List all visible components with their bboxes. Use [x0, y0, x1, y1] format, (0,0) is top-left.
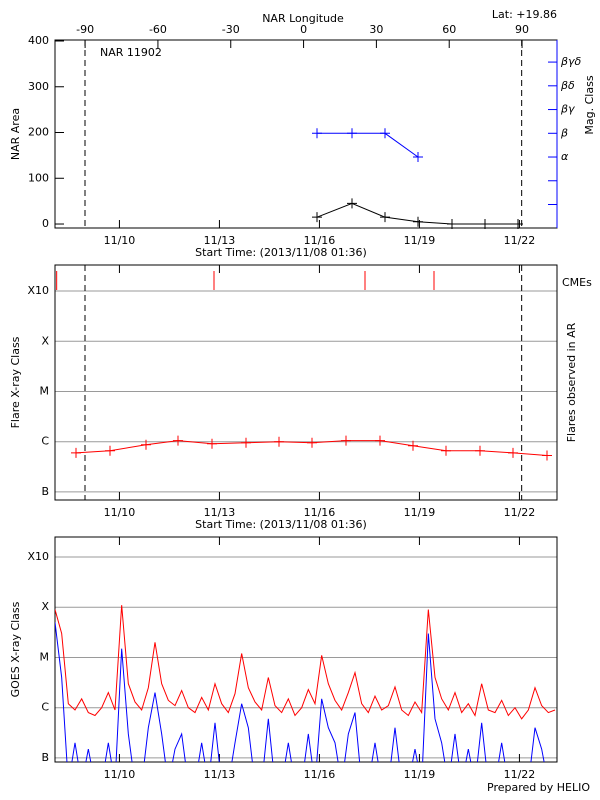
x-tick-label: 11/22 — [504, 234, 536, 247]
plus-marker — [542, 450, 552, 461]
plus-marker — [375, 435, 385, 446]
x-tick-label: 11/16 — [304, 768, 336, 781]
plus-marker — [380, 212, 390, 223]
series-line — [55, 622, 545, 762]
y-tick-label: 400 — [28, 34, 49, 47]
x-tick-label: 11/16 — [304, 234, 336, 247]
x-tick-label: 11/10 — [104, 506, 136, 519]
y-tick-label: M — [40, 384, 50, 397]
series-line — [317, 132, 419, 158]
y2-tick-label: α — [561, 150, 569, 163]
x2-tick-label: 90 — [515, 23, 529, 36]
y-tick-label: 200 — [28, 126, 49, 139]
y-axis-title: Flare X-ray Class — [9, 336, 22, 428]
x-axis-title: Start Time: (2013/11/08 01:36) — [195, 518, 367, 531]
plus-marker — [347, 198, 357, 209]
x-tick-label: 11/19 — [404, 234, 436, 247]
x-axis-title: Start Time: (2013/11/08 01:36) — [195, 246, 367, 259]
plus-marker — [307, 437, 317, 448]
x2-tick-label: 0 — [300, 23, 307, 36]
x-tick-label: 11/16 — [304, 506, 336, 519]
cme-label: CMEs — [562, 276, 592, 289]
plus-marker — [408, 440, 418, 451]
plot-frame — [54, 264, 558, 501]
plus-marker — [347, 128, 357, 139]
plus-marker — [207, 438, 217, 449]
y-tick-label: X10 — [27, 284, 49, 297]
plus-marker — [413, 152, 423, 163]
plot-frame — [54, 39, 558, 229]
x2-tick-label: -60 — [149, 23, 167, 36]
y-axis-title: GOES X-ray Class — [9, 601, 22, 697]
plus-marker — [508, 447, 518, 458]
x2-tick-label: -90 — [76, 23, 94, 36]
plus-marker — [241, 437, 251, 448]
y2-tick-label: β — [560, 126, 568, 139]
plot-frame — [54, 536, 558, 763]
plus-marker — [71, 447, 81, 458]
plus-marker — [105, 445, 115, 456]
x-tick-label: 11/10 — [104, 768, 136, 781]
plus-marker — [274, 436, 284, 447]
y-tick-label: X10 — [27, 550, 49, 563]
plus-marker — [341, 435, 351, 446]
y-tick-label: X — [41, 334, 49, 347]
y2-tick-label: βδ — [560, 79, 575, 92]
y-tick-label: M — [40, 650, 50, 663]
series-line — [55, 605, 556, 720]
x-tick-label: 11/10 — [104, 234, 136, 247]
x-tick-label: 11/19 — [404, 768, 436, 781]
x2-axis-title: NAR Longitude — [262, 12, 344, 25]
y-axis-title: NAR Area — [9, 108, 22, 160]
y2-axis-title: Flares observed in AR — [565, 322, 578, 442]
latitude: Lat: +19.86 — [492, 8, 557, 21]
y-tick-label: C — [41, 701, 49, 714]
y-tick-label: B — [41, 751, 49, 764]
x-tick-label: 11/19 — [404, 506, 436, 519]
y-tick-label: 100 — [28, 171, 49, 184]
chart-title: NAR 11902 — [100, 46, 162, 59]
x2-tick-label: -30 — [222, 23, 240, 36]
y-tick-label: X — [41, 600, 49, 613]
plus-marker — [480, 219, 490, 230]
y-tick-label: C — [41, 435, 49, 448]
x2-tick-label: 30 — [369, 23, 383, 36]
footer: Prepared by HELIO — [487, 781, 590, 794]
x-tick-label: 11/22 — [504, 768, 536, 781]
y-tick-label: 300 — [28, 80, 49, 93]
y2-axis-title: Mag. Class — [583, 75, 596, 134]
y2-tick-label: βγ — [560, 103, 575, 116]
y-tick-label: B — [41, 485, 49, 498]
plus-marker — [173, 435, 183, 446]
x-tick-label: 11/13 — [204, 768, 236, 781]
plus-marker — [475, 445, 485, 456]
x2-tick-label: 60 — [442, 23, 456, 36]
plus-marker — [380, 128, 390, 139]
plus-marker — [413, 216, 423, 227]
y2-tick-label: βγδ — [560, 55, 582, 68]
y-tick-label: 0 — [42, 217, 49, 230]
plus-marker — [312, 128, 322, 139]
plus-marker — [312, 212, 322, 223]
plus-marker — [513, 219, 523, 230]
plus-marker — [441, 445, 451, 456]
x-tick-label: 11/13 — [204, 506, 236, 519]
x-tick-label: 11/13 — [204, 234, 236, 247]
x-tick-label: 11/22 — [504, 506, 536, 519]
plus-marker — [141, 439, 151, 450]
plus-marker — [447, 219, 457, 230]
